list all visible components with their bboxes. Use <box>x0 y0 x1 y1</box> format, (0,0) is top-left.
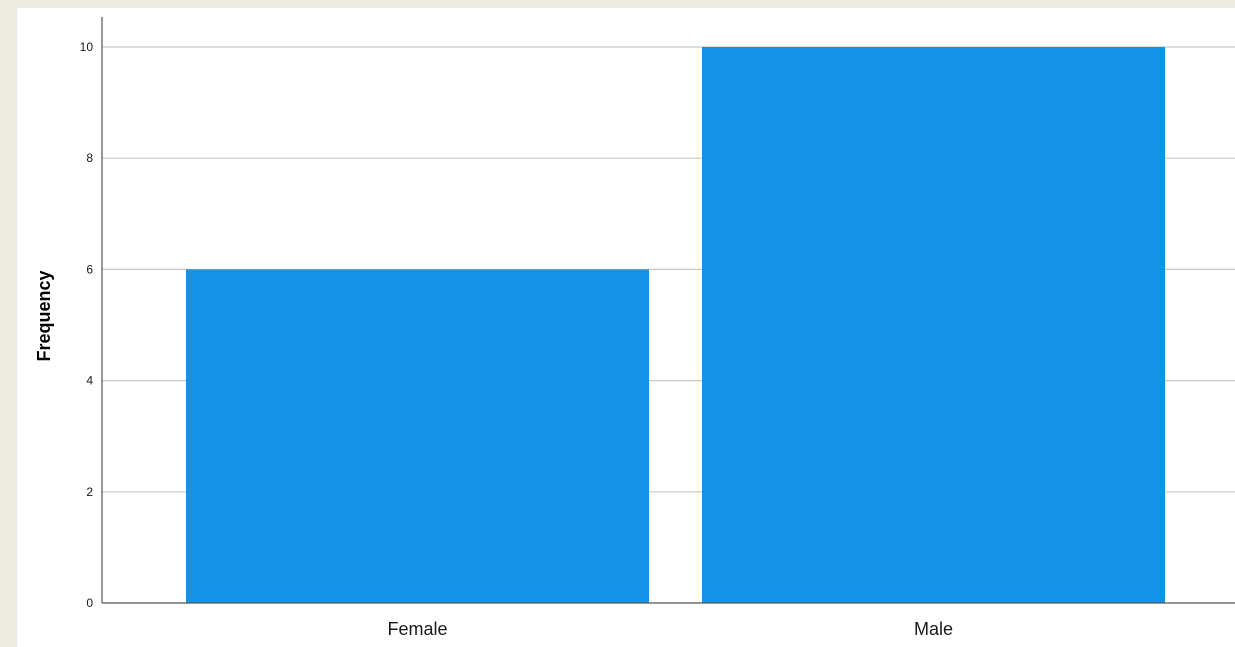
x-tick-label: Female <box>387 619 447 639</box>
y-tick-label: 10 <box>80 40 94 54</box>
axis-layer <box>101 17 1235 604</box>
y-tick-label: 2 <box>86 485 93 499</box>
y-tick-labels: 0 2 4 6 8 10 <box>80 40 94 610</box>
y-tick-label: 0 <box>86 596 93 610</box>
y-axis-title: Frequency <box>34 270 54 361</box>
x-tick-label: Male <box>914 619 953 639</box>
y-tick-label: 4 <box>86 374 93 388</box>
bar-male <box>702 47 1165 603</box>
y-tick-label: 8 <box>86 151 93 165</box>
bar-female <box>186 269 649 603</box>
x-tick-labels: Female Male <box>387 619 953 639</box>
y-tick-label: 6 <box>86 262 93 276</box>
bar-layer <box>186 47 1165 603</box>
